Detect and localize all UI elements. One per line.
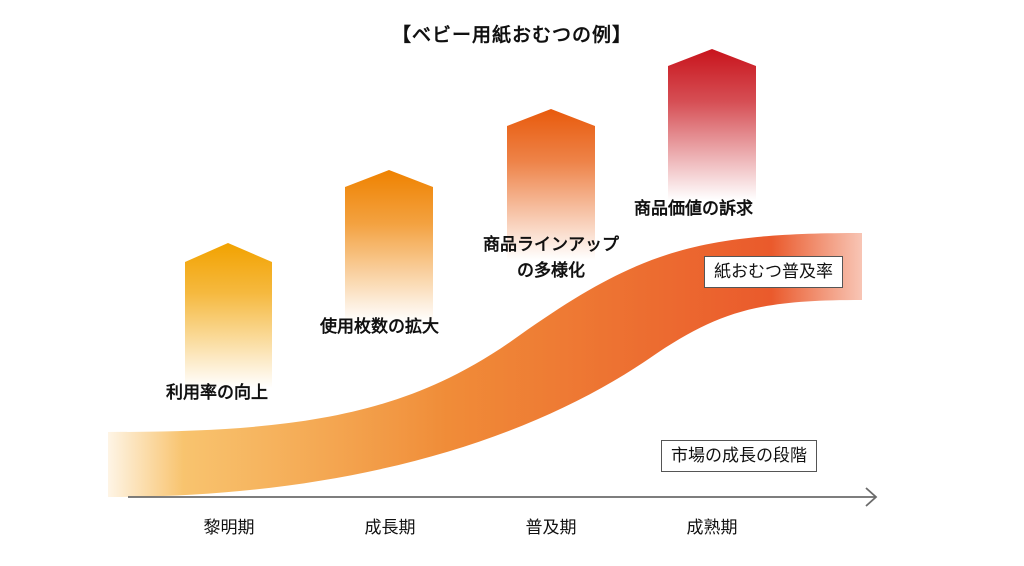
arrow-label-value: 商品価値の訴求 <box>634 199 753 219</box>
growth-arrow-1 <box>185 243 272 388</box>
growth-arrow-2 <box>345 170 433 322</box>
stage-label-growth: 成長期 <box>364 518 416 538</box>
growth-arrow-4 <box>668 49 756 200</box>
market-stage-label: 市場の成長の段階 <box>661 440 817 472</box>
stage-label-dawn: 黎明期 <box>203 518 255 538</box>
stage-label-diffusion: 普及期 <box>525 518 577 538</box>
diffusion-band <box>108 233 862 497</box>
arrow-label-lineup: 商品ラインアップ の多様化 <box>483 235 619 281</box>
growth-arrow-3 <box>507 109 595 260</box>
arrow-label-usage-rate: 利用率の向上 <box>166 383 268 403</box>
arrow-label-usage-count: 使用枚数の拡大 <box>320 317 439 337</box>
stage-label-maturity: 成熟期 <box>686 518 738 538</box>
diagram-title: 【ベビー用紙おむつの例】 <box>391 24 632 46</box>
diffusion-rate-label: 紙おむつ普及率 <box>704 256 843 288</box>
axis-arrowhead <box>865 487 878 507</box>
